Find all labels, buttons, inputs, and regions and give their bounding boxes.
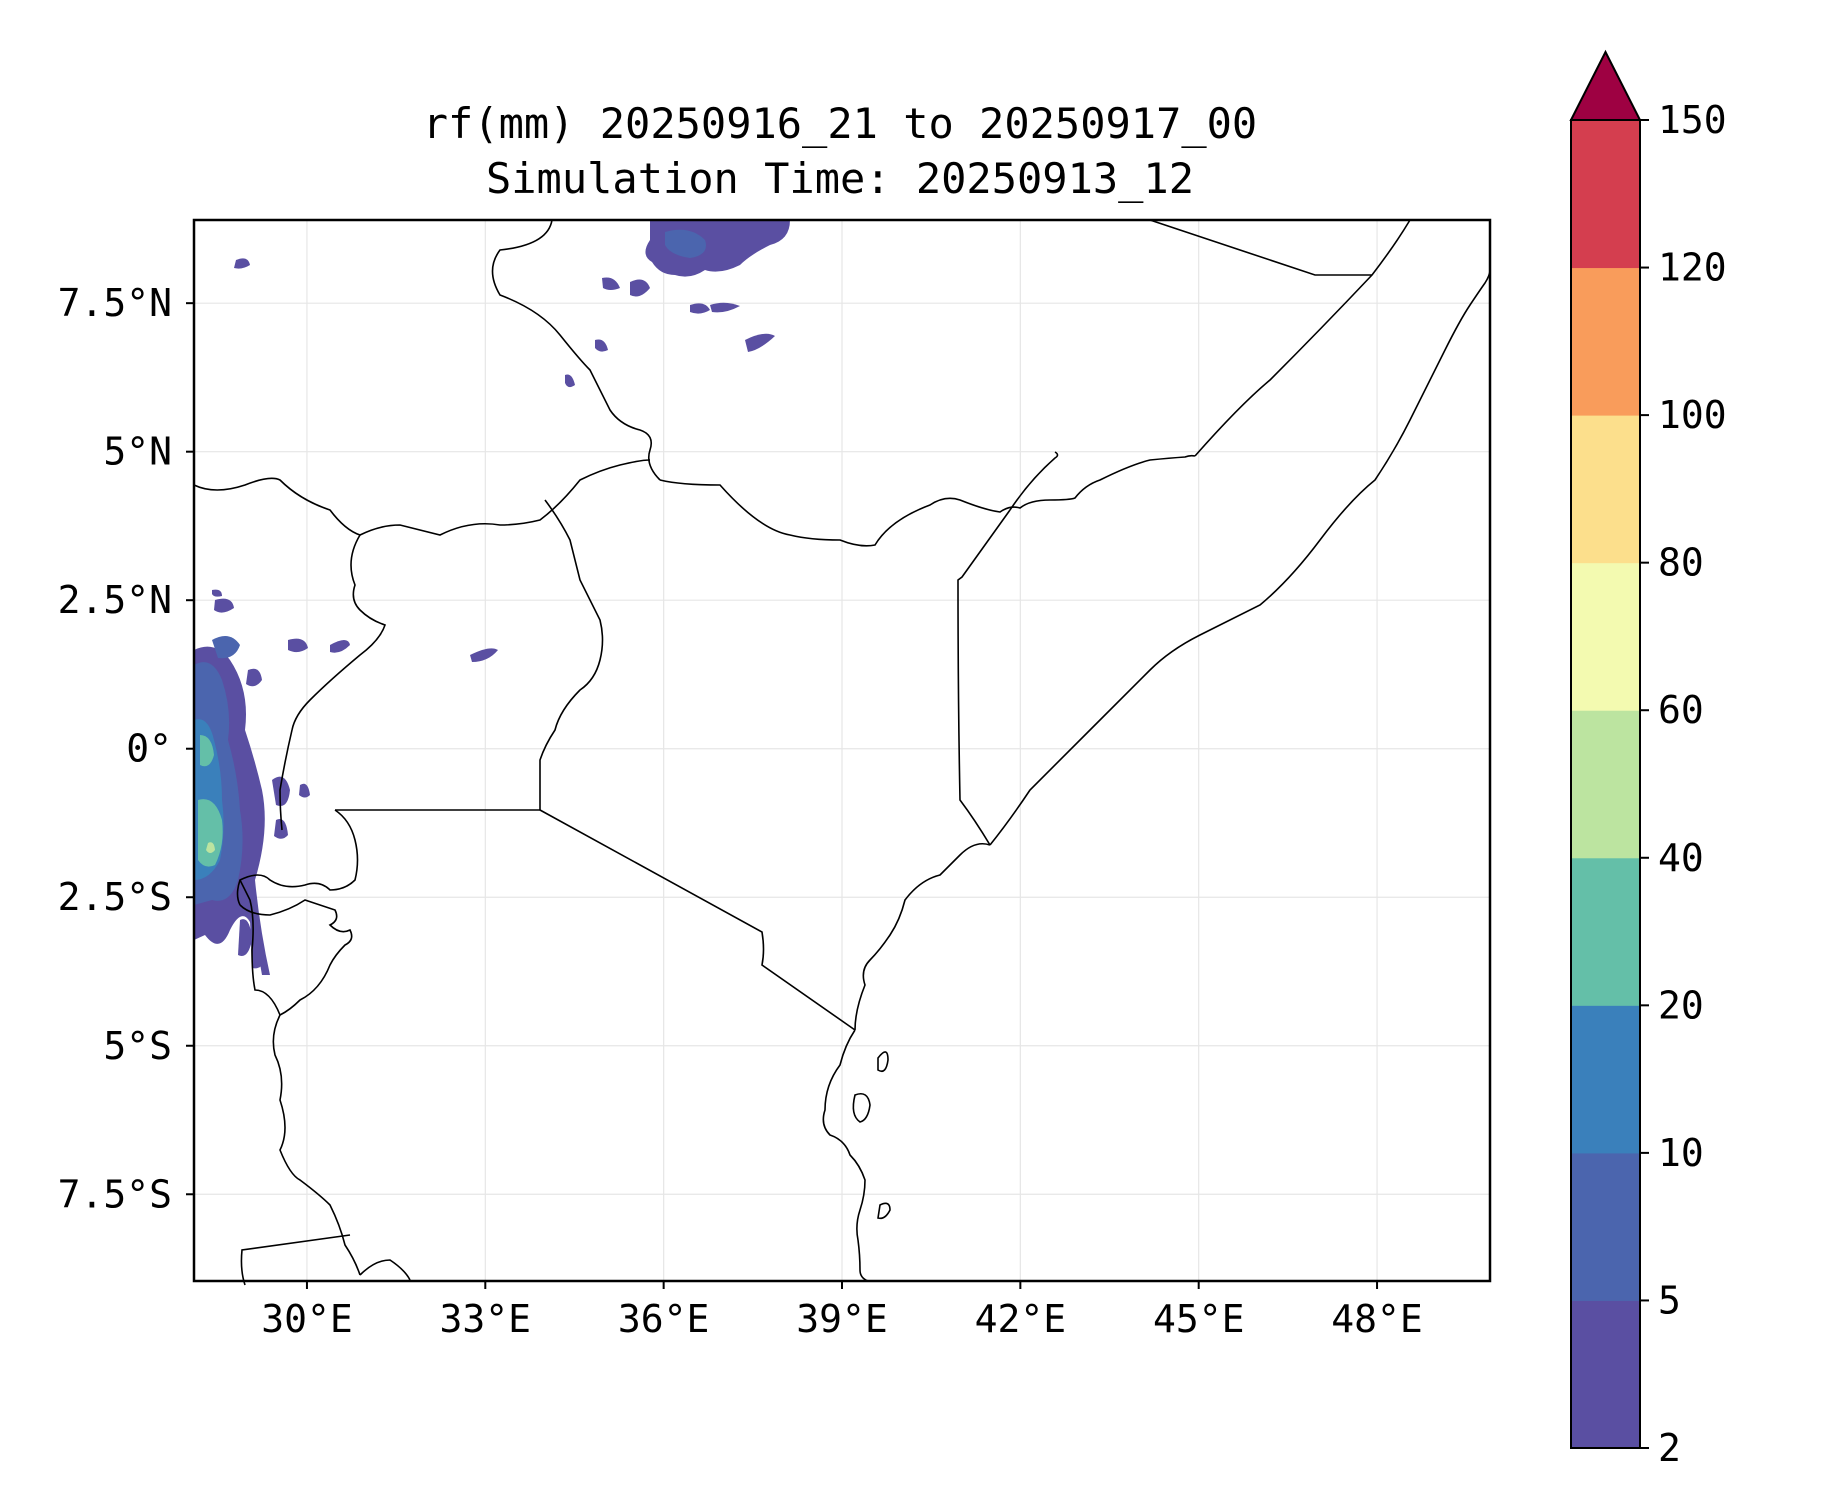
colorbar-segment <box>1571 1005 1640 1154</box>
lat-tick-label: 2.5°S <box>58 875 172 919</box>
colorbar-tick-label: 100 <box>1658 393 1727 437</box>
colorbar-segment <box>1571 1300 1640 1449</box>
colorbar-segment <box>1571 710 1640 859</box>
colorbar: 2 5 10 20 40 60 80 100 120 150 <box>1569 49 1727 1470</box>
rainfall-cell <box>272 776 290 806</box>
rainfall-cell <box>234 258 250 269</box>
colorbar-segment <box>1571 857 1640 1006</box>
country-borders <box>193 219 1491 1286</box>
map-title-line1: rf(mm) 20250916_21 to 20250917_00 <box>423 99 1257 148</box>
lon-tick-label: 42°E <box>975 1297 1067 1341</box>
colorbar-segment <box>1571 415 1640 564</box>
lon-tick-label: 45°E <box>1153 1297 1245 1341</box>
colorbar-tick-label: 150 <box>1658 98 1727 142</box>
colorbar-tick-label: 60 <box>1658 688 1704 732</box>
colorbar-tick-label: 2 <box>1658 1426 1681 1470</box>
gridlines <box>194 220 1490 1281</box>
colorbar-segment <box>1571 267 1640 416</box>
rainfall-area-west-40mm <box>206 842 215 853</box>
rainfall-cell <box>214 598 234 613</box>
rainfall-cell <box>212 636 240 659</box>
colorbar-frame <box>1570 119 1641 1449</box>
rainfall-area-north-5mm <box>665 229 706 258</box>
rainfall-area-west-20mm <box>198 799 223 867</box>
lat-tick-label: 5°S <box>103 1024 172 1068</box>
colorbar-extend-arrow <box>1569 49 1642 121</box>
longitude-tick-labels: 30°E 33°E 36°E 39°E 42°E 45°E 48°E <box>261 1281 1423 1341</box>
colorbar-segment <box>1571 562 1640 711</box>
lon-tick-label: 36°E <box>618 1297 710 1341</box>
rainfall-cell <box>330 640 350 653</box>
rainfall-cell <box>595 339 608 352</box>
colorbar-tick-label: 120 <box>1658 246 1727 290</box>
rainfall-cell <box>710 302 740 313</box>
lon-tick-label: 48°E <box>1331 1297 1423 1341</box>
rainfall-cell <box>246 668 262 687</box>
map-panel <box>192 218 1492 1286</box>
lat-tick-label: 0° <box>126 727 172 771</box>
colorbar-segment <box>1571 1152 1640 1301</box>
rainfall-cell <box>288 638 308 653</box>
colorbar-tick-label: 40 <box>1658 836 1704 880</box>
rainfall-cell <box>690 303 710 314</box>
lon-tick-label: 30°E <box>261 1297 353 1341</box>
rainfall-cell <box>630 279 650 297</box>
rainfall-cell <box>212 589 222 597</box>
latitude-tick-labels: 7.5°N 5°N 2.5°N 0° 2.5°S 5°S 7.5°S <box>58 281 194 1216</box>
rainfall-cell <box>299 783 310 798</box>
lon-tick-label: 33°E <box>440 1297 532 1341</box>
colorbar-tick-label: 80 <box>1658 541 1704 585</box>
lat-tick-label: 2.5°N <box>58 578 172 622</box>
lon-tick-label: 39°E <box>796 1297 888 1341</box>
rainfall-cell <box>470 648 498 662</box>
rainfall-cell <box>238 919 252 956</box>
map-title-line2: Simulation Time: 20250913_12 <box>486 154 1194 203</box>
rainfall-cell <box>745 333 775 352</box>
colorbar-tick-label: 20 <box>1658 983 1704 1027</box>
lat-tick-label: 7.5°S <box>58 1172 172 1216</box>
rainfall-area-west-20mm-b <box>200 735 214 767</box>
lat-tick-label: 5°N <box>103 430 172 474</box>
colorbar-tick-label: 10 <box>1658 1131 1704 1175</box>
colorbar-segment <box>1571 120 1640 269</box>
rainfall-cell <box>274 819 288 839</box>
rainfall-contours <box>194 220 790 975</box>
rainfall-cell <box>565 374 575 388</box>
rainfall-cell <box>602 277 620 290</box>
colorbar-tick-label: 5 <box>1658 1278 1681 1322</box>
lat-tick-label: 7.5°N <box>58 281 172 325</box>
